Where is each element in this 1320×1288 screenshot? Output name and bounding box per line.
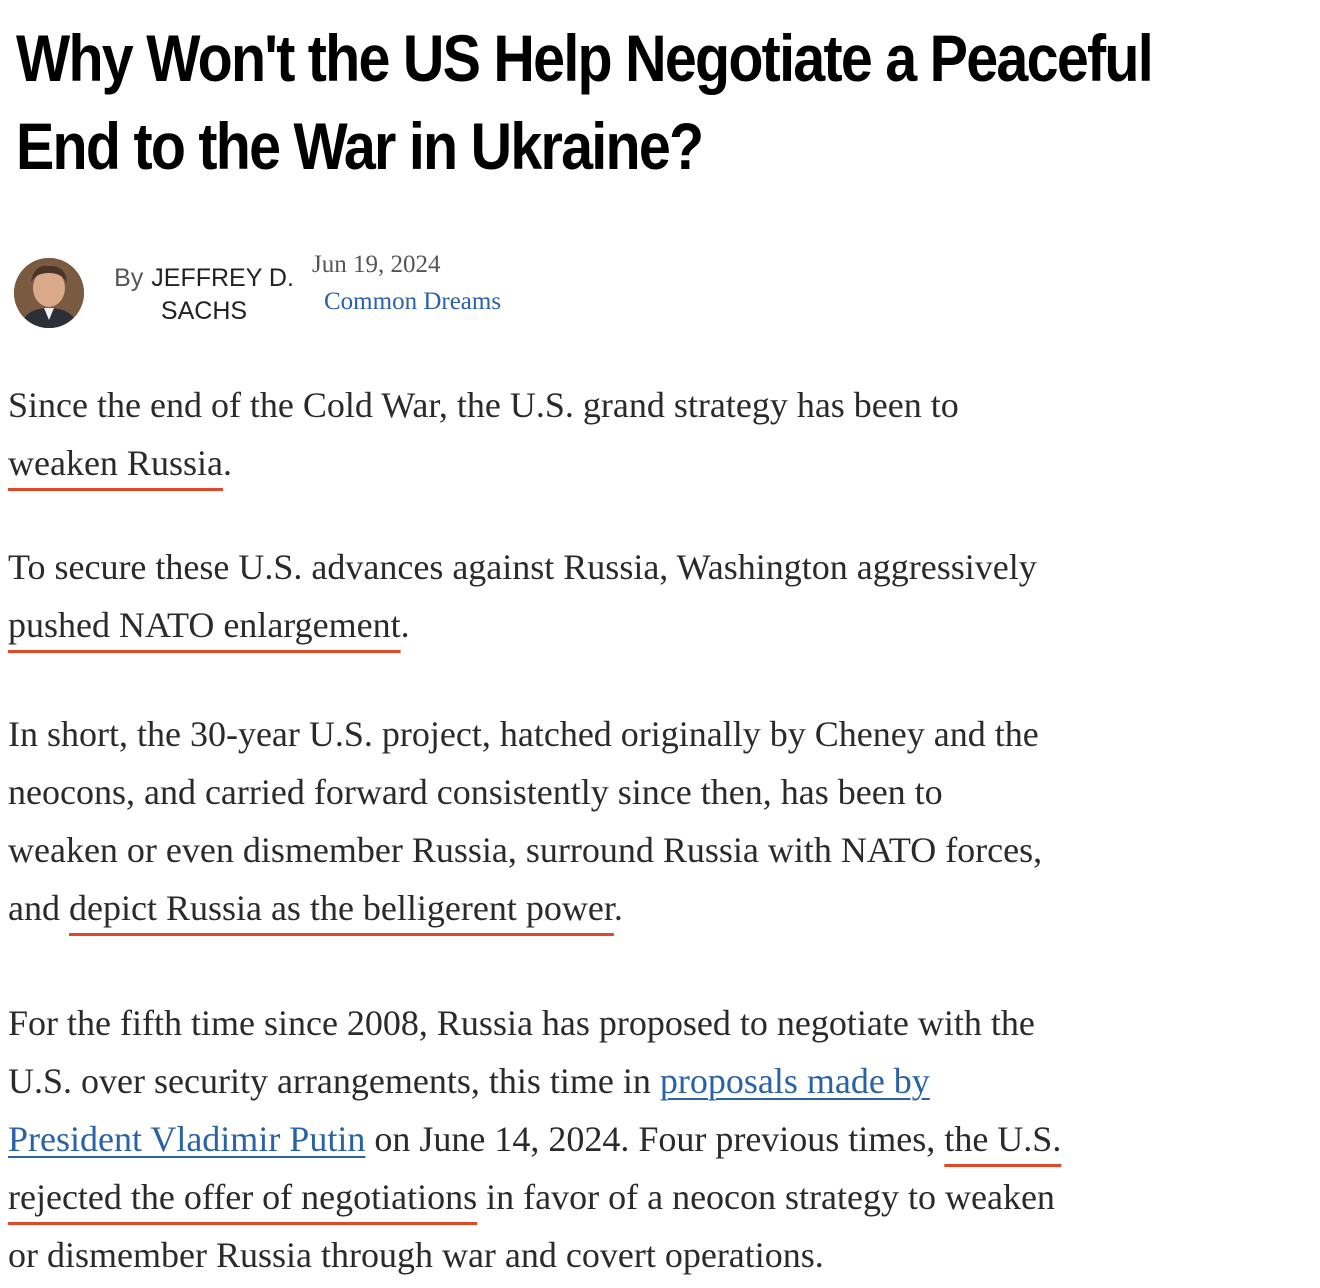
- putin-proposals-link-part-2[interactable]: President Vladimir Putin: [8, 1119, 366, 1159]
- paragraph-1: Since the end of the Cold War, the U.S. …: [8, 376, 1312, 492]
- p2-highlight: pushed NATO enlargement: [8, 605, 401, 645]
- article-meta: Jun 19, 2024 Common Dreams: [312, 250, 501, 316]
- title-line-1: Why Won't the US Help Negotiate a Peacef…: [16, 21, 1154, 95]
- byline: By JEFFREY D. SACHS: [104, 262, 304, 328]
- p3-line-1: In short, the 30-year U.S. project, hatc…: [8, 714, 1039, 754]
- p2-line-1: To secure these U.S. advances against Ru…: [8, 547, 1037, 587]
- source-link[interactable]: Common Dreams: [324, 288, 502, 315]
- p4-highlight-b: rejected the offer of negotiations: [8, 1177, 478, 1217]
- author-avatar[interactable]: [14, 258, 84, 328]
- byline-prefix: By: [114, 264, 144, 292]
- author-photo-icon: [14, 258, 84, 328]
- p4-line-5: or dismember Russia through war and cove…: [8, 1235, 824, 1275]
- p4-line-4-tail: in favor of a neocon strategy to weaken: [477, 1177, 1055, 1217]
- author-name-line-1[interactable]: JEFFREY D.: [151, 264, 294, 292]
- p1-line-2-tail: .: [222, 443, 232, 483]
- p3-highlight: depict Russia as the belligerent power: [68, 888, 614, 928]
- paragraph-2: To secure these U.S. advances against Ru…: [8, 538, 1312, 654]
- p4-line-1: For the fifth time since 2008, Russia ha…: [8, 1003, 1035, 1043]
- p4-highlight-a: the U.S.: [944, 1119, 1062, 1159]
- p2-line-2-tail: .: [400, 605, 410, 645]
- paragraph-4: For the fifth time since 2008, Russia ha…: [8, 994, 1312, 1284]
- p3-line-3: weaken or even dismember Russia, surroun…: [8, 830, 1043, 870]
- p4-line-2-pre: U.S. over security arrangements, this ti…: [8, 1061, 660, 1101]
- p3-line-4-tail: .: [613, 888, 623, 928]
- p3-line-2: neocons, and carried forward consistentl…: [8, 772, 943, 812]
- p4-line-3-mid: on June 14, 2024. Four previous times,: [365, 1119, 945, 1159]
- p1-line-1: Since the end of the Cold War, the U.S. …: [8, 385, 959, 425]
- p1-highlight: weaken Russia: [8, 443, 223, 483]
- paragraph-3: In short, the 30-year U.S. project, hatc…: [8, 705, 1312, 937]
- title-line-2: End to the War in Ukraine?: [16, 109, 704, 183]
- publish-date: Jun 19, 2024: [312, 251, 441, 278]
- article-title: Why Won't the US Help Negotiate a Peacef…: [16, 14, 1154, 190]
- author-name-line-2[interactable]: SACHS: [160, 297, 248, 325]
- p3-line-4-pre: and: [8, 888, 69, 928]
- putin-proposals-link-part-1[interactable]: proposals made by: [659, 1061, 930, 1101]
